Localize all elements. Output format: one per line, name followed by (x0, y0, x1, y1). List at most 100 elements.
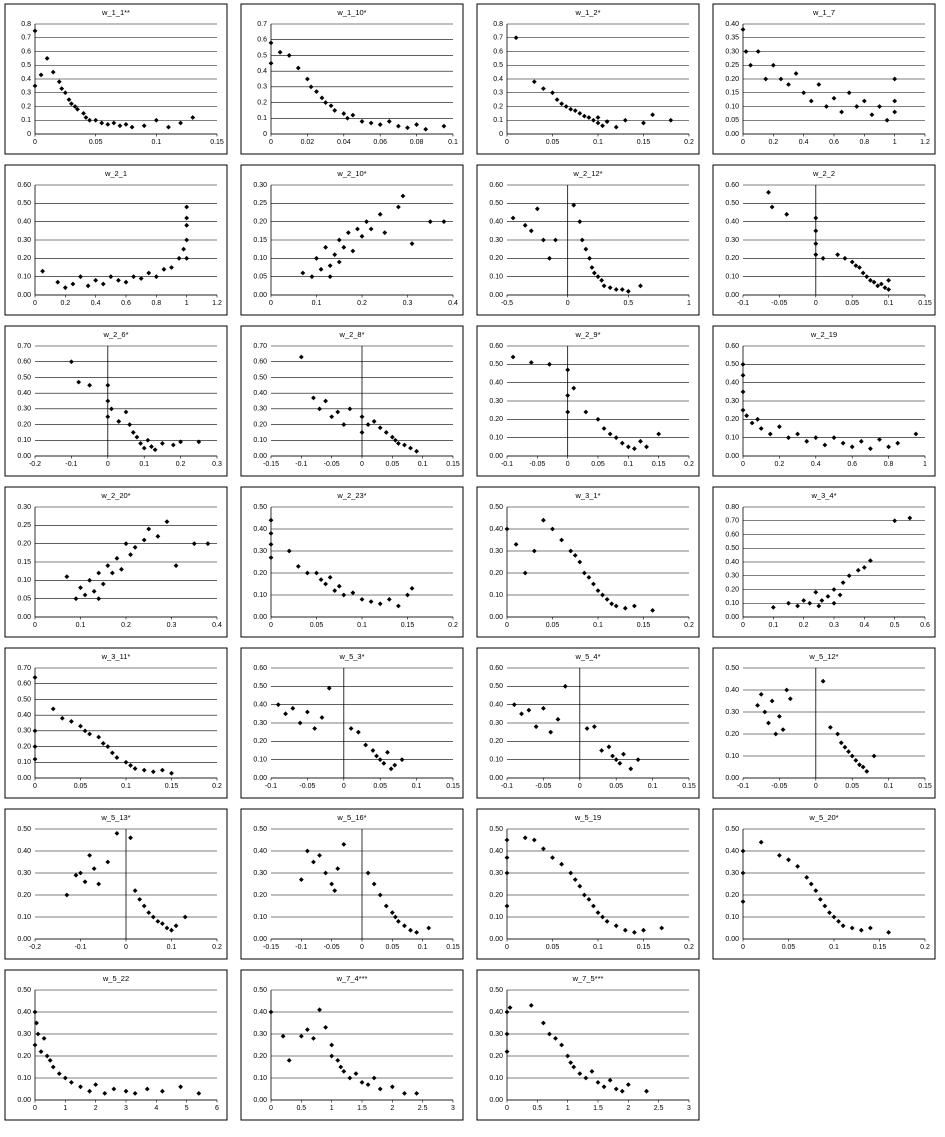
y-tick-label: 0.10 (489, 914, 503, 921)
y-tick-label: 0.10 (489, 435, 503, 442)
data-point (565, 409, 571, 415)
x-tick-label: 3 (124, 1105, 128, 1112)
x-tick-label: 0.05 (609, 783, 623, 790)
chart-panel: w_2_20* 0.00 0.05 0.10 0.15 0.20 0.25 0.30 0 0.1 0… (4, 486, 228, 638)
data-point (383, 430, 389, 435)
chart-title: w_2_2 (812, 169, 835, 178)
data-point (377, 211, 383, 217)
x-tick-label: 0.2 (212, 783, 222, 790)
data-point (34, 1020, 39, 1026)
x-tick-label: 0.02 (301, 139, 315, 146)
y-tick-label: 0.25 (17, 522, 31, 529)
data-point (323, 581, 328, 587)
data-point (392, 762, 398, 768)
data-point (336, 259, 342, 265)
y-tick-label: 0.05 (17, 596, 31, 603)
data-point (173, 923, 179, 929)
data-point (341, 111, 347, 116)
data-point (386, 119, 392, 124)
data-point (801, 598, 807, 603)
y-tick-label: 0.10 (253, 592, 267, 599)
data-point (595, 120, 601, 126)
x-tick-label: 0.5 (296, 1105, 306, 1112)
data-point (381, 760, 387, 766)
data-point (504, 1031, 510, 1037)
data-point (364, 219, 369, 225)
data-point (332, 888, 338, 893)
x-tick-label: 0.1 (357, 622, 367, 629)
data-point (837, 592, 843, 598)
data-point (62, 285, 68, 291)
y-tick-label: 0.40 (17, 848, 31, 855)
data-point (396, 603, 401, 609)
data-point (300, 270, 306, 276)
x-tick-label: 0.4 (859, 622, 869, 629)
data-point (184, 237, 190, 243)
data-point (840, 580, 846, 586)
data-point (777, 853, 782, 858)
data-point (109, 750, 115, 756)
x-tick-label: 0.1 (167, 944, 177, 951)
data-point (169, 265, 174, 270)
data-point (32, 1009, 38, 1015)
data-point (399, 757, 405, 763)
data-point (586, 575, 592, 580)
data-point (577, 559, 583, 565)
data-point (111, 120, 117, 126)
data-point (370, 748, 376, 753)
x-tick-label: -0.1 (737, 300, 749, 307)
y-tick-label: 0.8 (493, 21, 503, 28)
data-point (409, 586, 415, 591)
y-tick-label: 0.70 (253, 343, 267, 350)
data-point (290, 705, 296, 711)
y-tick-label: 0.00 (17, 453, 31, 460)
y-tick-label: 0.10 (725, 914, 739, 921)
data-point (820, 678, 826, 684)
data-point (392, 437, 398, 443)
data-point (377, 601, 383, 607)
y-tick-label: 0.20 (17, 541, 31, 548)
y-tick-label: 0.60 (17, 681, 31, 688)
y-tick-label: 0.5 (21, 62, 31, 69)
y-tick-label: 0.10 (17, 1075, 31, 1082)
y-tick-label: 0.40 (253, 1009, 267, 1016)
data-point (117, 123, 123, 129)
x-tick-label: 0.15 (165, 783, 179, 790)
y-tick-label: 0.10 (17, 914, 31, 921)
x-tick-label: 0.06 (373, 139, 387, 146)
data-point (547, 1031, 552, 1037)
y-tick-label: 0.60 (725, 182, 739, 189)
x-tick-label: 0.4 (448, 300, 458, 307)
y-tick-label: 0.3 (21, 90, 31, 97)
data-point (348, 726, 354, 731)
data-point (613, 603, 619, 609)
data-point (141, 445, 147, 451)
x-tick-label: 0 (33, 622, 37, 629)
x-tick-label: -0.05 (324, 461, 340, 468)
data-point (541, 517, 546, 523)
data-point (591, 117, 596, 123)
data-point (606, 744, 612, 750)
data-point (153, 117, 159, 123)
x-tick-label: 0.1 (448, 139, 458, 146)
x-tick-label: -0.1 (295, 944, 307, 951)
data-point (869, 112, 875, 118)
y-tick-label: 0.3 (493, 90, 503, 97)
data-point (840, 923, 846, 929)
data-point (613, 287, 619, 292)
y-tick-label: 0.50 (489, 987, 503, 994)
data-point (319, 715, 325, 720)
data-point (371, 1075, 377, 1081)
y-tick-label: 0.20 (17, 421, 31, 428)
data-point (109, 406, 114, 412)
data-point (190, 115, 196, 120)
y-tick-label: 0.40 (17, 1009, 31, 1016)
data-point (795, 603, 800, 609)
data-point (405, 125, 410, 131)
data-point (196, 439, 202, 445)
data-point (619, 287, 625, 292)
data-point (286, 53, 292, 58)
data-point (854, 104, 860, 109)
data-point (132, 888, 138, 893)
x-tick-label: 0 (578, 783, 582, 790)
